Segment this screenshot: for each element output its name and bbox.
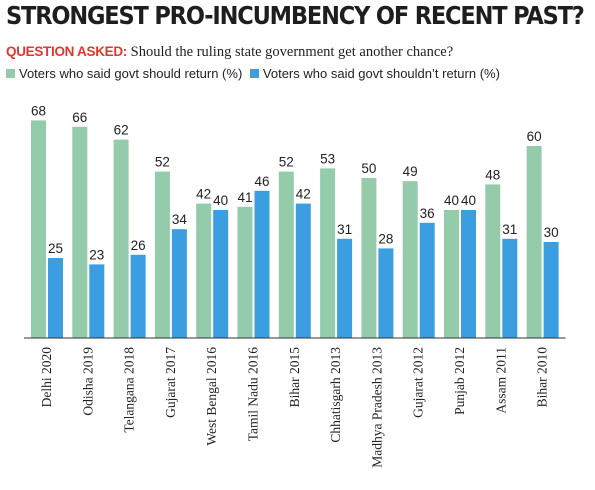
bar-not-return (543, 242, 559, 338)
value-label-not-return: 23 (89, 247, 104, 262)
bar-return (31, 120, 46, 339)
bar-return (154, 171, 170, 338)
legend-label-not-return: Voters who said govt shouldn’t return (%… (262, 66, 500, 81)
value-label-return: 52 (279, 155, 294, 170)
legend-swatch-green (6, 69, 15, 78)
bar-return (361, 178, 377, 338)
category-label: Punjab 2012 (452, 347, 467, 415)
bar-return (485, 184, 501, 338)
value-label-return: 48 (485, 167, 500, 182)
bar-not-return (378, 248, 394, 338)
bar-not-return (89, 264, 105, 338)
value-label-not-return: 30 (544, 225, 559, 240)
value-label-not-return: 31 (502, 222, 517, 237)
value-label-not-return: 26 (131, 238, 146, 253)
category-label: Assam 2011 (493, 347, 508, 414)
bar-not-return (254, 190, 270, 338)
value-label-return: 40 (444, 193, 459, 208)
bar-not-return (419, 222, 435, 338)
chart-title: STRONGEST PRO-INCUMBENCY OF RECENT PAST? (6, 1, 585, 30)
bar-return (237, 206, 253, 338)
bar-return (526, 146, 542, 338)
value-label-not-return: 25 (48, 241, 63, 256)
value-label-not-return: 28 (378, 231, 393, 246)
bar-not-return (461, 210, 476, 338)
bar-not-return (502, 238, 518, 338)
bar-return (278, 171, 294, 338)
category-label: Madhya Pradesh 2013 (369, 347, 384, 468)
value-label-return: 68 (31, 103, 46, 118)
value-label-return: 42 (196, 187, 211, 202)
legend-swatch-blue (249, 69, 259, 78)
value-label-not-return: 42 (296, 187, 311, 202)
bar-not-return (337, 238, 353, 338)
value-label-not-return: 40 (461, 193, 476, 208)
legend-item-not-return: Voters who said govt shouldn’t return (%… (249, 66, 500, 81)
legend-label-return: Voters who said govt should return (%) (19, 66, 243, 81)
value-label-not-return: 46 (254, 174, 269, 189)
bar-not-return (130, 254, 146, 338)
legend: Voters who said govt should return (%) V… (6, 66, 504, 81)
bar-not-return (295, 203, 311, 338)
value-label-return: 60 (527, 129, 542, 144)
bar-return (113, 139, 129, 338)
value-label-not-return: 36 (420, 206, 435, 221)
value-label-return: 62 (114, 123, 129, 138)
value-label-return: 41 (237, 190, 252, 205)
question-line: QUESTION ASKED: Should the ruling state … (6, 44, 453, 61)
value-label-return: 52 (155, 155, 170, 170)
legend-item-return: Voters who said govt should return (%) (6, 66, 242, 81)
value-label-not-return: 40 (213, 193, 228, 208)
category-label: Gujarat 2017 (163, 347, 178, 418)
category-label: Delhi 2020 (39, 347, 54, 408)
question-label: QUESTION ASKED: (6, 44, 128, 59)
bar-return (72, 126, 88, 338)
bar-not-return (171, 229, 187, 338)
category-label: Gujarat 2012 (411, 347, 426, 418)
category-label: Bihar 2015 (287, 347, 302, 408)
bar-return (320, 168, 336, 338)
bar-not-return (48, 258, 63, 338)
value-label-return: 66 (72, 110, 87, 125)
category-label: Tamil Nadu 2016 (246, 347, 261, 442)
category-label: West Bengal 2016 (204, 347, 219, 446)
bar-return (402, 181, 418, 338)
bar-return (196, 203, 212, 338)
value-label-return: 49 (403, 164, 418, 179)
category-label: Bihar 2010 (535, 347, 550, 408)
category-label: Odisha 2019 (80, 347, 95, 416)
category-label: Chhatisgarh 2013 (328, 347, 343, 443)
bar-return (444, 210, 459, 338)
question-text: Should the ruling state government get a… (130, 44, 454, 60)
value-label-return: 53 (320, 151, 335, 166)
value-label-return: 50 (361, 161, 376, 176)
value-label-not-return: 31 (337, 222, 352, 237)
bar-not-return (213, 210, 229, 338)
category-label: Telangana 2018 (122, 347, 137, 433)
value-label-not-return: 34 (172, 212, 188, 227)
